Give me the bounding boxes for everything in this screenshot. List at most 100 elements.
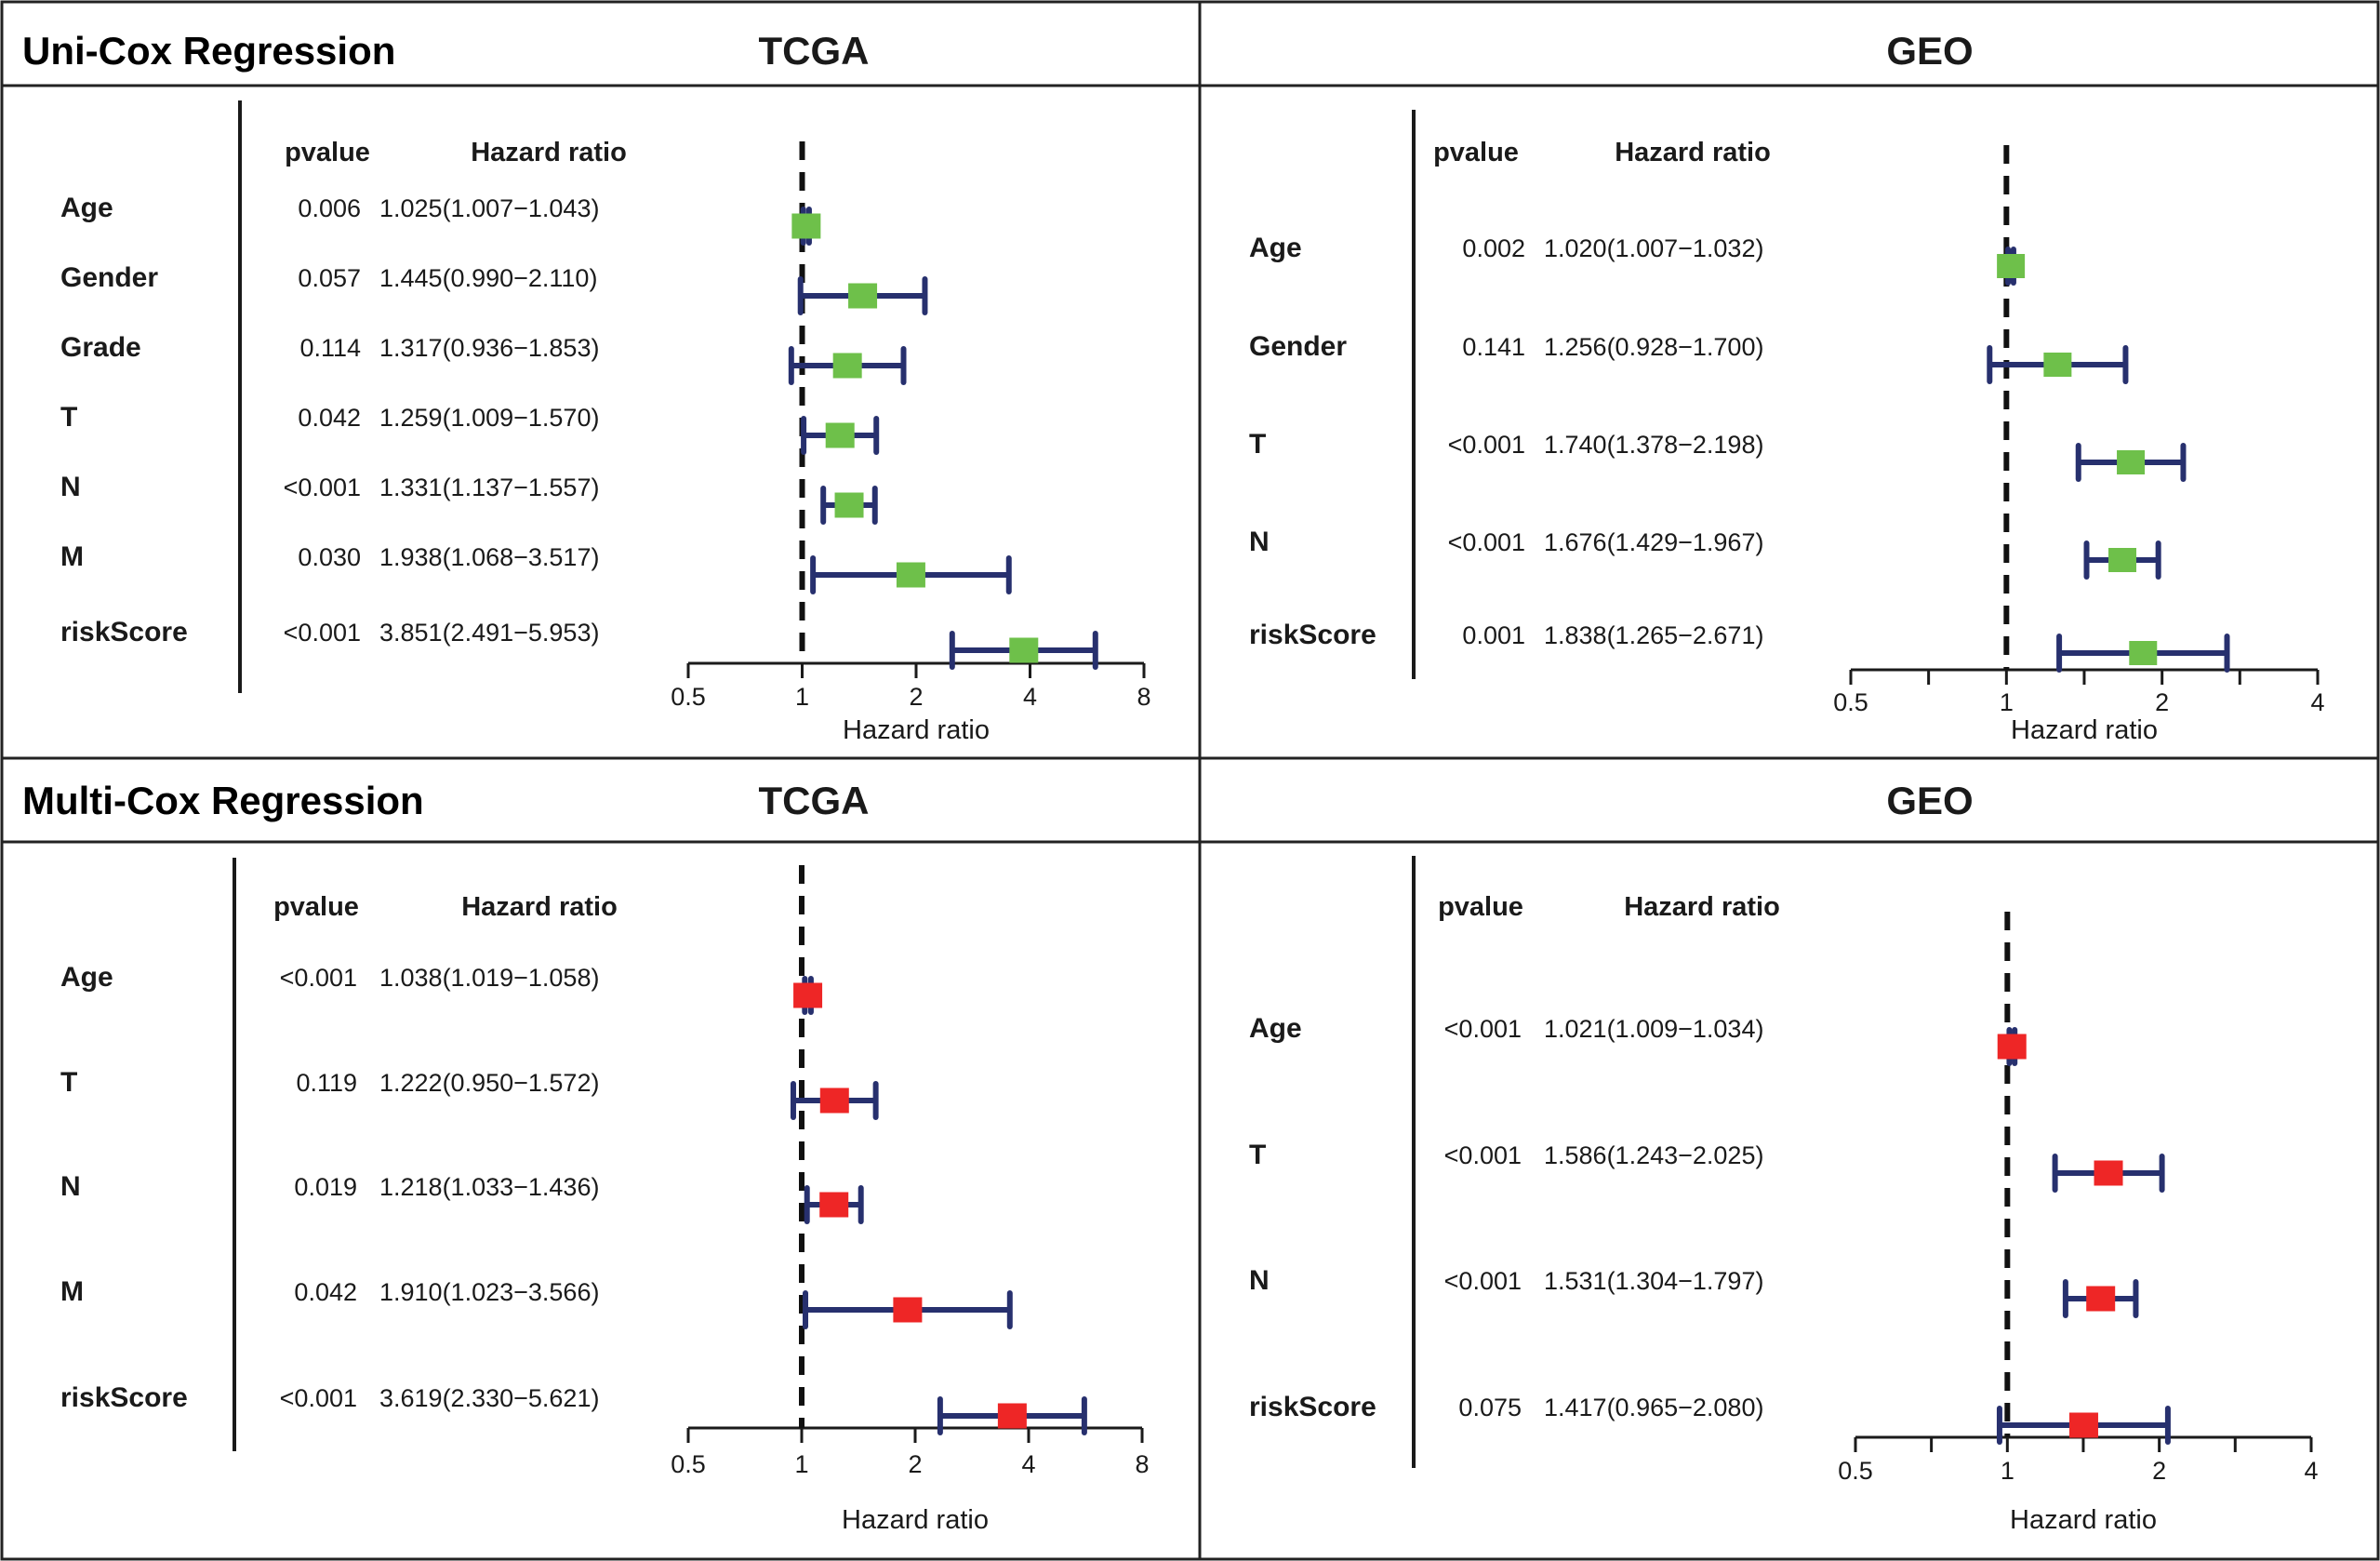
- variable-name: riskScore: [1249, 620, 1376, 650]
- hazard-ratio-text: 1.317(0.936−1.853): [379, 334, 599, 362]
- panel-title: TCGA: [759, 779, 870, 822]
- hazard-ratio-text: 1.222(0.950−1.572): [379, 1069, 599, 1097]
- hazard-ratio-marker: [834, 492, 864, 518]
- hazard-ratio-marker: [791, 213, 821, 239]
- hazard-ratio-marker: [896, 562, 925, 588]
- hazard-ratio-marker: [1997, 254, 2026, 278]
- x-tick-label: 0.5: [671, 683, 706, 711]
- x-tick-label: 2: [2152, 1457, 2166, 1485]
- hazard-ratio-text: 1.417(0.965−2.080): [1544, 1394, 1763, 1421]
- pvalue-value: 0.057: [298, 264, 361, 292]
- pvalue-value: 0.042: [298, 404, 361, 432]
- hazard-ratio-text: 1.838(1.265−2.671): [1544, 621, 1763, 649]
- multi-cox-title: Multi-Cox Regression: [22, 779, 424, 822]
- hazard-ratio-text: 1.259(1.009−1.570): [379, 404, 599, 432]
- hazard-ratio-text: 1.740(1.378−2.198): [1544, 431, 1763, 459]
- pvalue-value: 0.114: [299, 334, 361, 362]
- forest-row: riskScore 0.075 1.417(0.965−2.080): [1249, 1392, 2171, 1445]
- variable-name: Age: [1249, 233, 1302, 263]
- multi-geo-forest-plot: GEO pvalue Hazard ratio 0.5 1 2 4 Hazard ratio A…: [1249, 779, 2319, 1535]
- forest-row: Age <0.001 1.038(1.019−1.058): [60, 962, 823, 1015]
- variable-name: N: [60, 472, 81, 502]
- forest-row: T 0.042 1.259(1.009−1.570): [60, 402, 880, 455]
- hazard-ratio-marker: [2086, 1286, 2116, 1312]
- forest-row: T <0.001 1.740(1.378−2.198): [1249, 429, 2187, 482]
- x-tick-label: 1: [794, 1450, 808, 1478]
- pvalue-value: 0.002: [1462, 234, 1525, 262]
- pvalue-value: <0.001: [280, 1384, 357, 1412]
- forest-row: Age <0.001 1.021(1.009−1.034): [1249, 1013, 2027, 1066]
- x-tick-label: 1: [2001, 1457, 2014, 1485]
- x-tick-label: 0.5: [1838, 1457, 1873, 1485]
- x-tick-label: 4: [1023, 683, 1037, 711]
- hazard-ratio-marker: [2108, 548, 2137, 572]
- forest-row: N <0.001 1.331(1.137−1.557): [60, 472, 878, 525]
- hazard-ratio-header: Hazard ratio: [1624, 892, 1780, 922]
- hazard-ratio-marker: [819, 1087, 849, 1114]
- hazard-ratio-marker: [819, 1192, 849, 1218]
- variable-name: riskScore: [60, 1382, 188, 1413]
- variable-name: N: [1249, 1265, 1270, 1296]
- variable-name: N: [1249, 527, 1270, 557]
- hazard-ratio-marker: [1009, 637, 1039, 663]
- x-axis-label: Hazard ratio: [842, 1505, 989, 1535]
- hazard-ratio-text: 1.038(1.019−1.058): [379, 964, 599, 992]
- pvalue-value: 0.141: [1462, 333, 1525, 361]
- pvalue-value: 0.075: [1458, 1394, 1522, 1421]
- x-tick-label: 4: [2310, 688, 2324, 716]
- forest-row: M 0.030 1.938(1.068−3.517): [60, 541, 1012, 594]
- hazard-ratio-marker: [2068, 1412, 2098, 1438]
- x-axis-label: Hazard ratio: [2011, 715, 2158, 745]
- pvalue-value: 0.030: [298, 543, 361, 571]
- hazard-ratio-marker: [832, 353, 862, 379]
- pvalue-value: 0.001: [1462, 621, 1525, 649]
- x-tick-label: 4: [1021, 1450, 1035, 1478]
- pvalue-value: <0.001: [1444, 1141, 1522, 1169]
- x-tick-label: 8: [1135, 1450, 1149, 1478]
- variable-name: M: [60, 1276, 84, 1307]
- hazard-ratio-marker: [2117, 450, 2146, 474]
- variable-name: Gender: [1249, 331, 1347, 362]
- pvalue-value: <0.001: [280, 964, 357, 992]
- x-tick-label: 2: [2155, 688, 2169, 716]
- hazard-ratio-marker: [893, 1297, 923, 1323]
- pvalue-header: pvalue: [1438, 892, 1523, 922]
- hazard-ratio-marker: [2043, 353, 2072, 377]
- forest-row: riskScore <0.001 3.851(2.491−5.953): [60, 617, 1098, 670]
- hazard-ratio-marker: [848, 283, 878, 309]
- hazard-ratio-text: 1.531(1.304−1.797): [1544, 1267, 1763, 1295]
- pvalue-value: 0.019: [294, 1173, 357, 1201]
- hazard-ratio-text: 1.256(0.928−1.700): [1544, 333, 1763, 361]
- hazard-ratio-marker: [825, 422, 855, 448]
- hazard-ratio-text: 1.586(1.243−2.025): [1544, 1141, 1763, 1169]
- x-tick-label: 1: [2000, 688, 2014, 716]
- pvalue-value: <0.001: [1448, 431, 1525, 459]
- pvalue-value: 0.042: [294, 1278, 357, 1306]
- forest-row: M 0.042 1.910(1.023−3.566): [60, 1276, 1013, 1329]
- pvalue-header: pvalue: [285, 138, 370, 167]
- forest-row: Gender 0.141 1.256(0.928−1.700): [1249, 331, 2129, 384]
- pvalue-value: <0.001: [284, 474, 361, 501]
- forest-row: T 0.119 1.222(0.950−1.572): [60, 1067, 879, 1120]
- variable-name: riskScore: [60, 617, 188, 647]
- pvalue-value: <0.001: [1444, 1267, 1522, 1295]
- pvalue-header: pvalue: [1433, 138, 1519, 167]
- x-axis-label: Hazard ratio: [843, 715, 990, 745]
- x-tick-label: 4: [2304, 1457, 2318, 1485]
- hazard-ratio-text: 1.331(1.137−1.557): [379, 474, 599, 501]
- hazard-ratio-marker: [2129, 641, 2158, 665]
- pvalue-value: <0.001: [1448, 528, 1525, 556]
- pvalue-value: <0.001: [284, 619, 361, 647]
- hazard-ratio-marker: [793, 982, 823, 1008]
- hazard-ratio-marker: [2094, 1160, 2123, 1186]
- hazard-ratio-marker: [1997, 1034, 2027, 1060]
- variable-name: T: [60, 402, 77, 433]
- forest-row: Age 0.002 1.020(1.007−1.032): [1249, 233, 2026, 286]
- hazard-ratio-marker: [997, 1403, 1027, 1429]
- hazard-ratio-text: 1.445(0.990−2.110): [379, 264, 597, 292]
- x-tick-label: 8: [1137, 683, 1150, 711]
- x-tick-label: 0.5: [671, 1450, 706, 1478]
- pvalue-value: 0.006: [298, 194, 361, 222]
- x-tick-label: 2: [908, 1450, 922, 1478]
